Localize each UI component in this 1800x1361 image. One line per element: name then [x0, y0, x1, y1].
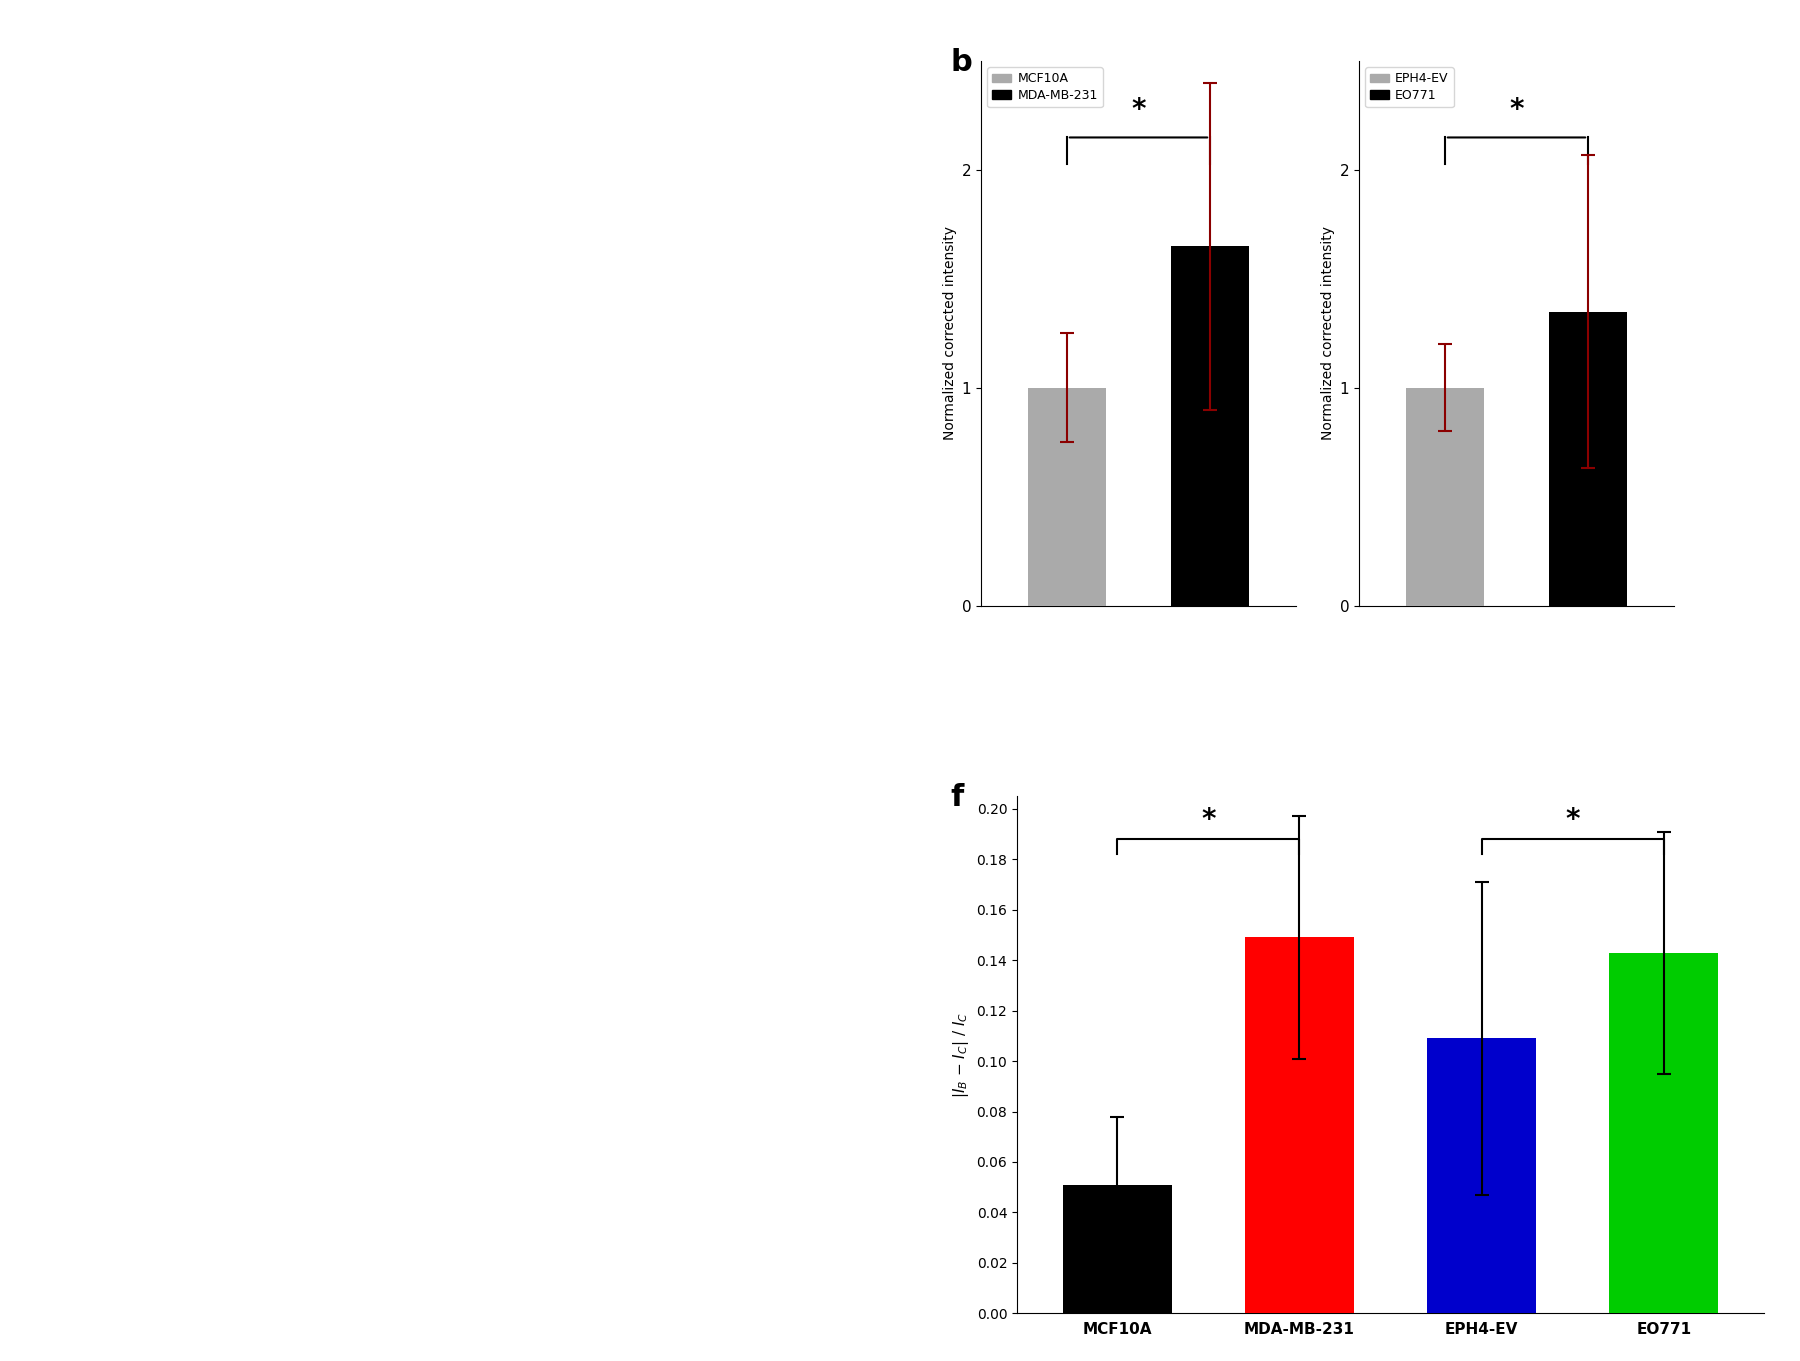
Bar: [1062, 1184, 1172, 1313]
Y-axis label: Normalized corrected intensity: Normalized corrected intensity: [1321, 226, 1336, 441]
Legend: EPH4-EV, EO771: EPH4-EV, EO771: [1364, 68, 1454, 108]
Bar: [1427, 1038, 1535, 1313]
Y-axis label: Normalized corrected intensity: Normalized corrected intensity: [943, 226, 958, 441]
Bar: [1170, 246, 1249, 606]
Text: f: f: [950, 783, 963, 811]
Legend: MCF10A, MDA-MB-231: MCF10A, MDA-MB-231: [986, 68, 1103, 108]
Text: *: *: [1566, 806, 1580, 834]
Y-axis label: |$\mathit{I}_B$ − $\mathit{I}_C$| / $\mathit{I}_C$: |$\mathit{I}_B$ − $\mathit{I}_C$| / $\ma…: [950, 1011, 970, 1098]
Bar: [1028, 388, 1107, 606]
Bar: [1406, 388, 1485, 606]
Bar: [1548, 312, 1627, 606]
Bar: [1609, 953, 1719, 1313]
Text: *: *: [1508, 97, 1525, 124]
Text: b: b: [950, 48, 972, 76]
Bar: [1246, 938, 1354, 1313]
Text: *: *: [1130, 97, 1147, 124]
Text: *: *: [1201, 806, 1215, 834]
